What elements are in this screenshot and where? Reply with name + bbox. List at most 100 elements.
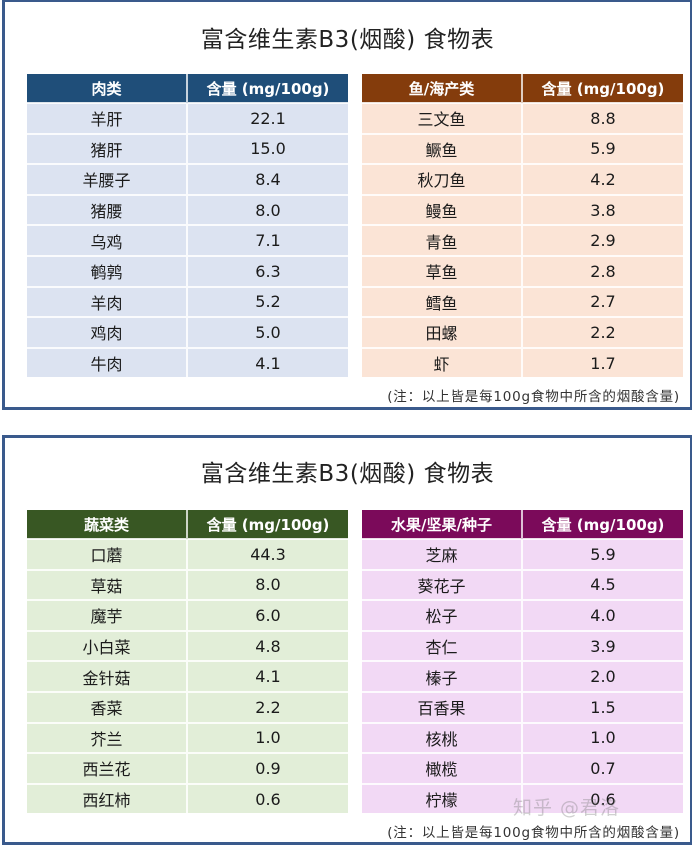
table-row: 牛肉 4.1	[27, 346, 348, 378]
amount-cell: 4.0	[522, 599, 683, 631]
table-row: 草菇 8.0	[27, 568, 348, 601]
table-row: 葵花子 4.5	[362, 568, 683, 601]
table-meat: 肉类 含量 (mg/100g) 羊肝 22.1 猪肝 15.0 羊腰子 8.4 猪腰 8.0 乌…	[27, 74, 348, 378]
panel-veg-fruit: 富含维生素B3(烟酸) 食物表 蔬菜类 含量 (mg/100g) 口蘑 44.3 草…	[2, 435, 692, 845]
table-row: 草鱼 2.8	[362, 254, 683, 287]
table-row: 金针菇 4.1	[27, 660, 348, 692]
food-name-cell: 香菜	[27, 690, 188, 723]
amount-cell: 3.8	[522, 193, 683, 226]
amount-cell: 1.5	[522, 690, 683, 723]
food-name-cell: 田螺	[362, 316, 523, 348]
amount-cell: 8.8	[522, 102, 683, 134]
food-name-cell: 核桃	[362, 721, 523, 754]
panel-title: 富含维生素B3(烟酸) 食物表	[200, 461, 495, 487]
amount-cell: 1.0	[522, 721, 683, 754]
table-row: 芥兰 1.0	[27, 721, 348, 754]
table-seafood: 鱼/海产类 含量 (mg/100g) 三文鱼 8.8 鳜鱼 5.9 秋刀鱼 4.2 鳗鱼 3.…	[362, 74, 683, 378]
amount-cell: 22.1	[187, 102, 348, 134]
table-row: 西红柿 0.6	[27, 782, 348, 814]
table-row: 青鱼 2.9	[362, 224, 683, 256]
amount-cell: 4.8	[187, 629, 348, 662]
table-row: 田螺 2.2	[362, 316, 683, 348]
amount-cell: 0.7	[522, 752, 683, 784]
food-name-cell: 草鱼	[362, 254, 523, 287]
amount-cell: 44.3	[187, 538, 348, 570]
table-row: 核桃 1.0	[362, 721, 683, 754]
table-row: 羊肉 5.2	[27, 285, 348, 318]
food-name-cell: 羊腰子	[27, 163, 188, 195]
food-name-cell: 猪肝	[27, 132, 188, 165]
amount-cell: 0.6	[522, 782, 683, 814]
amount-cell: 8.0	[187, 568, 348, 601]
food-name-cell: 口蘑	[27, 538, 188, 570]
amount-cell: 4.1	[187, 660, 348, 692]
header-amount: 含量 (mg/100g)	[187, 74, 348, 103]
amount-cell: 7.1	[187, 224, 348, 256]
amount-cell: 2.2	[187, 690, 348, 723]
amount-cell: 0.9	[187, 752, 348, 784]
food-name-cell: 芝麻	[362, 538, 523, 570]
amount-cell: 5.0	[187, 316, 348, 348]
table-row: 鳗鱼 3.8	[362, 193, 683, 226]
amount-cell: 5.9	[522, 538, 683, 570]
food-name-cell: 青鱼	[362, 224, 523, 256]
header-amount: 含量 (mg/100g)	[522, 74, 683, 103]
amount-cell: 1.0	[187, 721, 348, 754]
table-fruit-nuts-seeds: 水果/坚果/种子 含量 (mg/100g) 芝麻 5.9 葵花子 4.5 松子 4.0 杏仁…	[362, 510, 683, 814]
panel-title: 富含维生素B3(烟酸) 食物表	[200, 27, 495, 53]
food-name-cell: 魔芋	[27, 599, 188, 631]
amount-cell: 8.0	[187, 193, 348, 226]
food-name-cell: 牛肉	[27, 346, 188, 378]
food-name-cell: 虾	[362, 346, 523, 378]
table-row: 杏仁 3.9	[362, 629, 683, 662]
table-row: 芝麻 5.9	[362, 538, 683, 570]
header-amount: 含量 (mg/100g)	[187, 510, 348, 539]
table-row: 羊腰子 8.4	[27, 163, 348, 195]
table-row: 鹌鹑 6.3	[27, 254, 348, 287]
food-name-cell: 西红柿	[27, 782, 188, 814]
table-row: 乌鸡 7.1	[27, 224, 348, 256]
food-name-cell: 羊肉	[27, 285, 188, 318]
food-name-cell: 秋刀鱼	[362, 163, 523, 195]
table-row: 百香果 1.5	[362, 690, 683, 723]
amount-cell: 15.0	[187, 132, 348, 165]
amount-cell: 2.9	[522, 224, 683, 256]
table-row: 鳜鱼 5.9	[362, 132, 683, 165]
food-name-cell: 鸡肉	[27, 316, 188, 348]
header-category: 鱼/海产类	[362, 74, 523, 103]
food-name-cell: 猪腰	[27, 193, 188, 226]
header-category: 肉类	[27, 74, 188, 103]
table-row: 鳕鱼 2.7	[362, 285, 683, 318]
amount-cell: 1.7	[522, 346, 683, 378]
watermark: 知乎 @君洛	[512, 797, 620, 819]
table-row: 鸡肉 5.0	[27, 316, 348, 348]
food-name-cell: 乌鸡	[27, 224, 188, 256]
amount-cell: 4.5	[522, 568, 683, 601]
footnote: (注：以上皆是每100g食物中所含的烟酸含量)	[387, 389, 680, 405]
header-category: 蔬菜类	[27, 510, 188, 539]
table-row: 香菜 2.2	[27, 690, 348, 723]
food-name-cell: 杏仁	[362, 629, 523, 662]
food-name-cell: 鳜鱼	[362, 132, 523, 165]
amount-cell: 2.2	[522, 316, 683, 348]
table-vegetables: 蔬菜类 含量 (mg/100g) 口蘑 44.3 草菇 8.0 魔芋 6.0 小白菜 4.8 金…	[27, 510, 348, 814]
amount-cell: 6.0	[187, 599, 348, 631]
food-name-cell: 榛子	[362, 660, 523, 692]
table-row: 橄榄 0.7	[362, 752, 683, 784]
amount-cell: 2.7	[522, 285, 683, 318]
panel-meat-seafood: 富含维生素B3(烟酸) 食物表 肉类 含量 (mg/100g) 羊肝 22.1 猪肝…	[2, 0, 692, 410]
amount-cell: 0.6	[187, 782, 348, 814]
food-name-cell: 鳗鱼	[362, 193, 523, 226]
table-row: 羊肝 22.1	[27, 102, 348, 134]
table-row: 虾 1.7	[362, 346, 683, 378]
table-row: 柠檬 0.6	[362, 782, 683, 814]
amount-cell: 3.9	[522, 629, 683, 662]
amount-cell: 4.2	[522, 163, 683, 195]
food-name-cell: 金针菇	[27, 660, 188, 692]
amount-cell: 8.4	[187, 163, 348, 195]
header-category: 水果/坚果/种子	[362, 510, 523, 539]
table-row: 三文鱼 8.8	[362, 102, 683, 134]
amount-cell: 6.3	[187, 254, 348, 287]
amount-cell: 2.8	[522, 254, 683, 287]
amount-cell: 2.0	[522, 660, 683, 692]
